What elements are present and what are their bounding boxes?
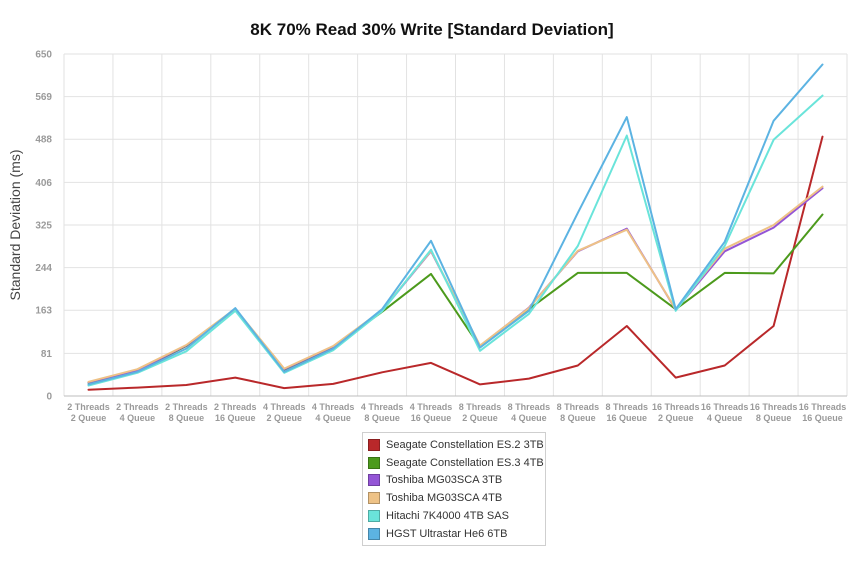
legend-label: Toshiba MG03SCA 4TB — [386, 492, 503, 505]
x-tick-queue: 2 Queue — [266, 413, 302, 423]
legend-item[interactable]: Seagate Constellation ES.2 3TB — [363, 436, 545, 454]
y-tick-label: 406 — [35, 178, 52, 189]
legend-swatch — [368, 438, 380, 451]
y-tick-label: 650 — [35, 50, 52, 61]
x-tick-queue: 2 Queue — [71, 413, 107, 423]
series-line-1 — [87, 135, 824, 391]
x-tick-queue: 4 Queue — [511, 413, 547, 423]
y-tick-label: 325 — [35, 221, 52, 232]
legend-label: Toshiba MG03SCA 3TB — [386, 474, 503, 487]
horizontal-gridlines — [64, 53, 847, 397]
y-axis-label: Standard Deviation (ms) — [7, 150, 23, 301]
legend-item[interactable]: Toshiba MG03SCA 3TB — [363, 472, 545, 490]
x-tick-threads: 2 Threads — [67, 402, 110, 412]
x-tick-threads: 16 Threads — [750, 402, 798, 412]
x-tick-queue: 8 Queue — [756, 413, 792, 423]
x-tick-queue: 16 Queue — [411, 413, 452, 423]
x-tick-threads: 8 Threads — [606, 402, 649, 412]
x-tick-threads: 4 Threads — [263, 402, 306, 412]
x-tick-threads: 2 Threads — [165, 402, 208, 412]
x-tick-queue: 8 Queue — [364, 413, 400, 423]
x-tick-threads: 4 Threads — [361, 402, 404, 412]
x-tick-queue: 16 Queue — [802, 413, 843, 423]
x-tick-queue: 4 Queue — [707, 413, 743, 423]
x-tick-threads: 8 Threads — [508, 402, 551, 412]
legend-item[interactable]: HGST Ultrastar He6 6TB — [363, 525, 545, 543]
legend-swatch — [368, 527, 380, 540]
legend-label: Hitachi 7K4000 4TB SAS — [386, 510, 509, 523]
chart-title: 8K 70% Read 30% Write [Standard Deviatio… — [250, 20, 613, 39]
legend-swatch — [368, 510, 380, 523]
legend-label: Seagate Constellation ES.2 3TB — [386, 438, 544, 451]
series-lines — [87, 63, 824, 391]
y-tick-label: 488 — [35, 135, 52, 146]
x-tick-threads: 4 Threads — [410, 402, 453, 412]
y-tick-label: 163 — [35, 306, 52, 317]
x-tick-threads: 2 Threads — [214, 402, 257, 412]
legend-swatch — [368, 474, 380, 487]
x-tick-queue: 4 Queue — [315, 413, 351, 423]
x-tick-threads: 16 Threads — [799, 402, 847, 412]
y-axis-ticks: 0 81 163 244 325 406 488 569 650 — [35, 50, 52, 403]
y-tick-label: 81 — [41, 349, 53, 360]
x-tick-threads: 8 Threads — [459, 402, 502, 412]
series-line-6 — [87, 63, 824, 386]
x-tick-queue: 16 Queue — [607, 413, 648, 423]
legend-item[interactable]: Toshiba MG03SCA 4TB — [363, 489, 545, 507]
x-tick-queue: 4 Queue — [120, 413, 156, 423]
x-tick-threads: 4 Threads — [312, 402, 355, 412]
legend: Seagate Constellation ES.2 3TB Seagate Co… — [362, 432, 546, 546]
x-tick-queue: 16 Queue — [215, 413, 256, 423]
x-tick-queue: 8 Queue — [169, 413, 205, 423]
legend-item[interactable]: Seagate Constellation ES.3 4TB — [363, 454, 545, 472]
legend-swatch — [368, 492, 380, 505]
x-tick-queue: 2 Queue — [462, 413, 498, 423]
x-tick-threads: 16 Threads — [652, 402, 700, 412]
x-tick-threads: 8 Threads — [557, 402, 600, 412]
x-tick-queue: 8 Queue — [560, 413, 596, 423]
y-tick-label: 569 — [35, 92, 52, 103]
legend-swatch — [368, 456, 380, 469]
y-tick-label: 244 — [35, 263, 52, 274]
x-tick-threads: 16 Threads — [701, 402, 749, 412]
y-tick-label: 0 — [46, 392, 52, 403]
series-line-5 — [87, 94, 824, 387]
legend-item[interactable]: Hitachi 7K4000 4TB SAS — [363, 507, 545, 525]
x-tick-queue: 2 Queue — [658, 413, 694, 423]
legend-label: Seagate Constellation ES.3 4TB — [386, 456, 544, 469]
x-tick-threads: 2 Threads — [116, 402, 159, 412]
legend-label: HGST Ultrastar He6 6TB — [386, 527, 508, 540]
